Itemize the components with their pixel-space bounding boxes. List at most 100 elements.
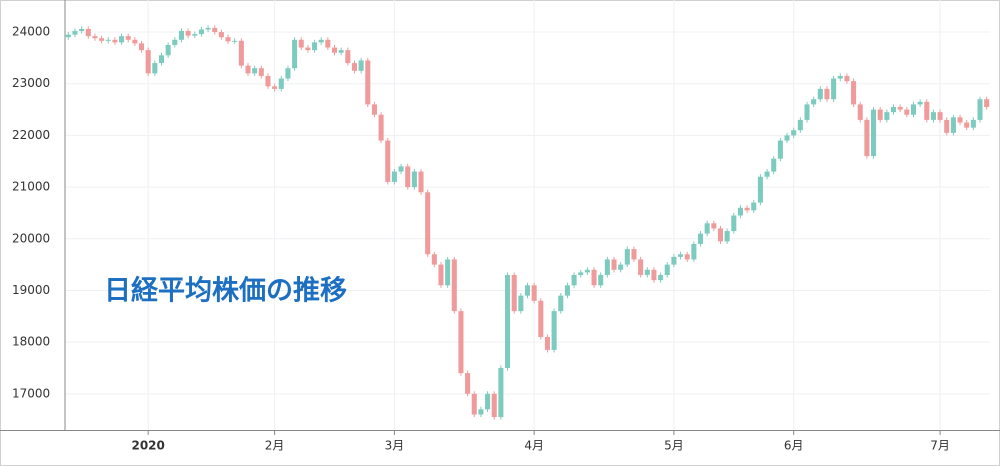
candle-body bbox=[591, 269, 597, 286]
candle-body bbox=[278, 78, 284, 89]
candle-body bbox=[331, 47, 338, 53]
y-tick-label: 19000 bbox=[12, 283, 50, 297]
y-tick-label: 20000 bbox=[12, 231, 50, 245]
candle-body bbox=[684, 254, 690, 260]
candle-body bbox=[664, 264, 670, 275]
y-tick-label: 24000 bbox=[12, 25, 50, 39]
candle-body bbox=[258, 68, 264, 76]
candle-body bbox=[325, 39, 331, 48]
candle-body bbox=[172, 39, 178, 45]
candle-body bbox=[771, 158, 777, 172]
candle-body bbox=[485, 393, 491, 410]
candle-body bbox=[385, 140, 391, 182]
candle-body bbox=[984, 99, 990, 107]
candle-body bbox=[119, 36, 125, 43]
candle-body bbox=[611, 259, 617, 270]
x-tick-label: 7月 bbox=[930, 439, 950, 453]
candle-body bbox=[458, 311, 464, 374]
candle-body bbox=[205, 27, 211, 30]
candle-body bbox=[538, 300, 544, 337]
candle-body bbox=[292, 39, 298, 69]
candle-body bbox=[431, 254, 437, 265]
candle-body bbox=[751, 202, 757, 211]
candle-body bbox=[398, 166, 404, 172]
candle-body bbox=[950, 117, 956, 133]
y-tick-label: 17000 bbox=[12, 386, 50, 400]
x-tick-label: 3月 bbox=[385, 439, 405, 453]
candle-body bbox=[65, 34, 71, 38]
candle-body bbox=[890, 106, 897, 113]
candle-body bbox=[411, 171, 417, 188]
candle-body bbox=[378, 114, 384, 141]
candle-body bbox=[471, 393, 477, 415]
candle-body bbox=[212, 27, 218, 33]
candle-body bbox=[578, 272, 584, 275]
candle-body bbox=[864, 119, 870, 157]
y-tick-label: 21000 bbox=[12, 180, 50, 194]
candle-body bbox=[970, 119, 976, 128]
candle-body bbox=[897, 106, 903, 110]
candle-body bbox=[784, 135, 790, 141]
candle-body bbox=[198, 29, 204, 35]
candle-body bbox=[604, 259, 610, 275]
candle-body bbox=[232, 40, 238, 42]
candle-body bbox=[252, 68, 258, 74]
candle-body bbox=[930, 112, 936, 120]
candle-body bbox=[764, 171, 770, 177]
candle-body bbox=[817, 88, 823, 100]
x-tick-label: 4月 bbox=[524, 439, 544, 453]
candle-body bbox=[518, 295, 524, 312]
candle-body bbox=[558, 295, 564, 312]
candle-body bbox=[944, 119, 950, 133]
candle-body bbox=[564, 285, 570, 296]
candle-body bbox=[857, 104, 863, 120]
candle-body bbox=[910, 104, 916, 115]
candle-body bbox=[298, 39, 304, 48]
candle-body bbox=[85, 28, 91, 37]
candle-body bbox=[797, 119, 803, 131]
candle-body bbox=[937, 112, 943, 120]
candle-body bbox=[851, 81, 857, 105]
candle-body bbox=[804, 104, 810, 120]
candle-body bbox=[185, 31, 191, 36]
candle-body bbox=[445, 259, 451, 286]
candle-body bbox=[158, 55, 165, 64]
candle-body bbox=[957, 117, 963, 123]
candle-body bbox=[671, 256, 677, 265]
candle-body bbox=[704, 223, 710, 234]
candle-body bbox=[92, 36, 98, 39]
candle-body bbox=[238, 40, 244, 66]
candle-body bbox=[544, 336, 550, 350]
candle-body bbox=[571, 274, 577, 286]
candle-body bbox=[351, 63, 358, 71]
candle-body bbox=[318, 39, 324, 43]
candle-body bbox=[145, 50, 151, 74]
candle-body bbox=[678, 254, 684, 257]
candle-body bbox=[744, 207, 750, 211]
candle-body bbox=[737, 207, 743, 216]
candle-body bbox=[192, 34, 198, 36]
chart-title: 日経平均株価の推移 bbox=[104, 275, 347, 307]
candle-body bbox=[79, 28, 85, 32]
candle-body bbox=[598, 274, 604, 286]
candle-body bbox=[371, 104, 377, 115]
candle-body bbox=[791, 130, 797, 136]
candle-body bbox=[305, 47, 311, 51]
candle-body bbox=[491, 393, 497, 418]
candle-body bbox=[831, 78, 837, 100]
candle-body bbox=[964, 122, 970, 128]
candle-body bbox=[285, 68, 291, 79]
candle-body bbox=[584, 269, 590, 273]
candle-body bbox=[438, 264, 444, 286]
candle-body bbox=[112, 39, 118, 43]
candle-body bbox=[405, 166, 411, 188]
x-tick-label: 2020 bbox=[131, 439, 164, 453]
candle-body bbox=[877, 109, 883, 120]
candle-body bbox=[717, 228, 724, 242]
candle-body bbox=[478, 409, 484, 415]
candle-body bbox=[644, 269, 650, 275]
candle-body bbox=[358, 60, 364, 71]
candle-body bbox=[265, 75, 271, 87]
candle-body bbox=[871, 109, 877, 157]
